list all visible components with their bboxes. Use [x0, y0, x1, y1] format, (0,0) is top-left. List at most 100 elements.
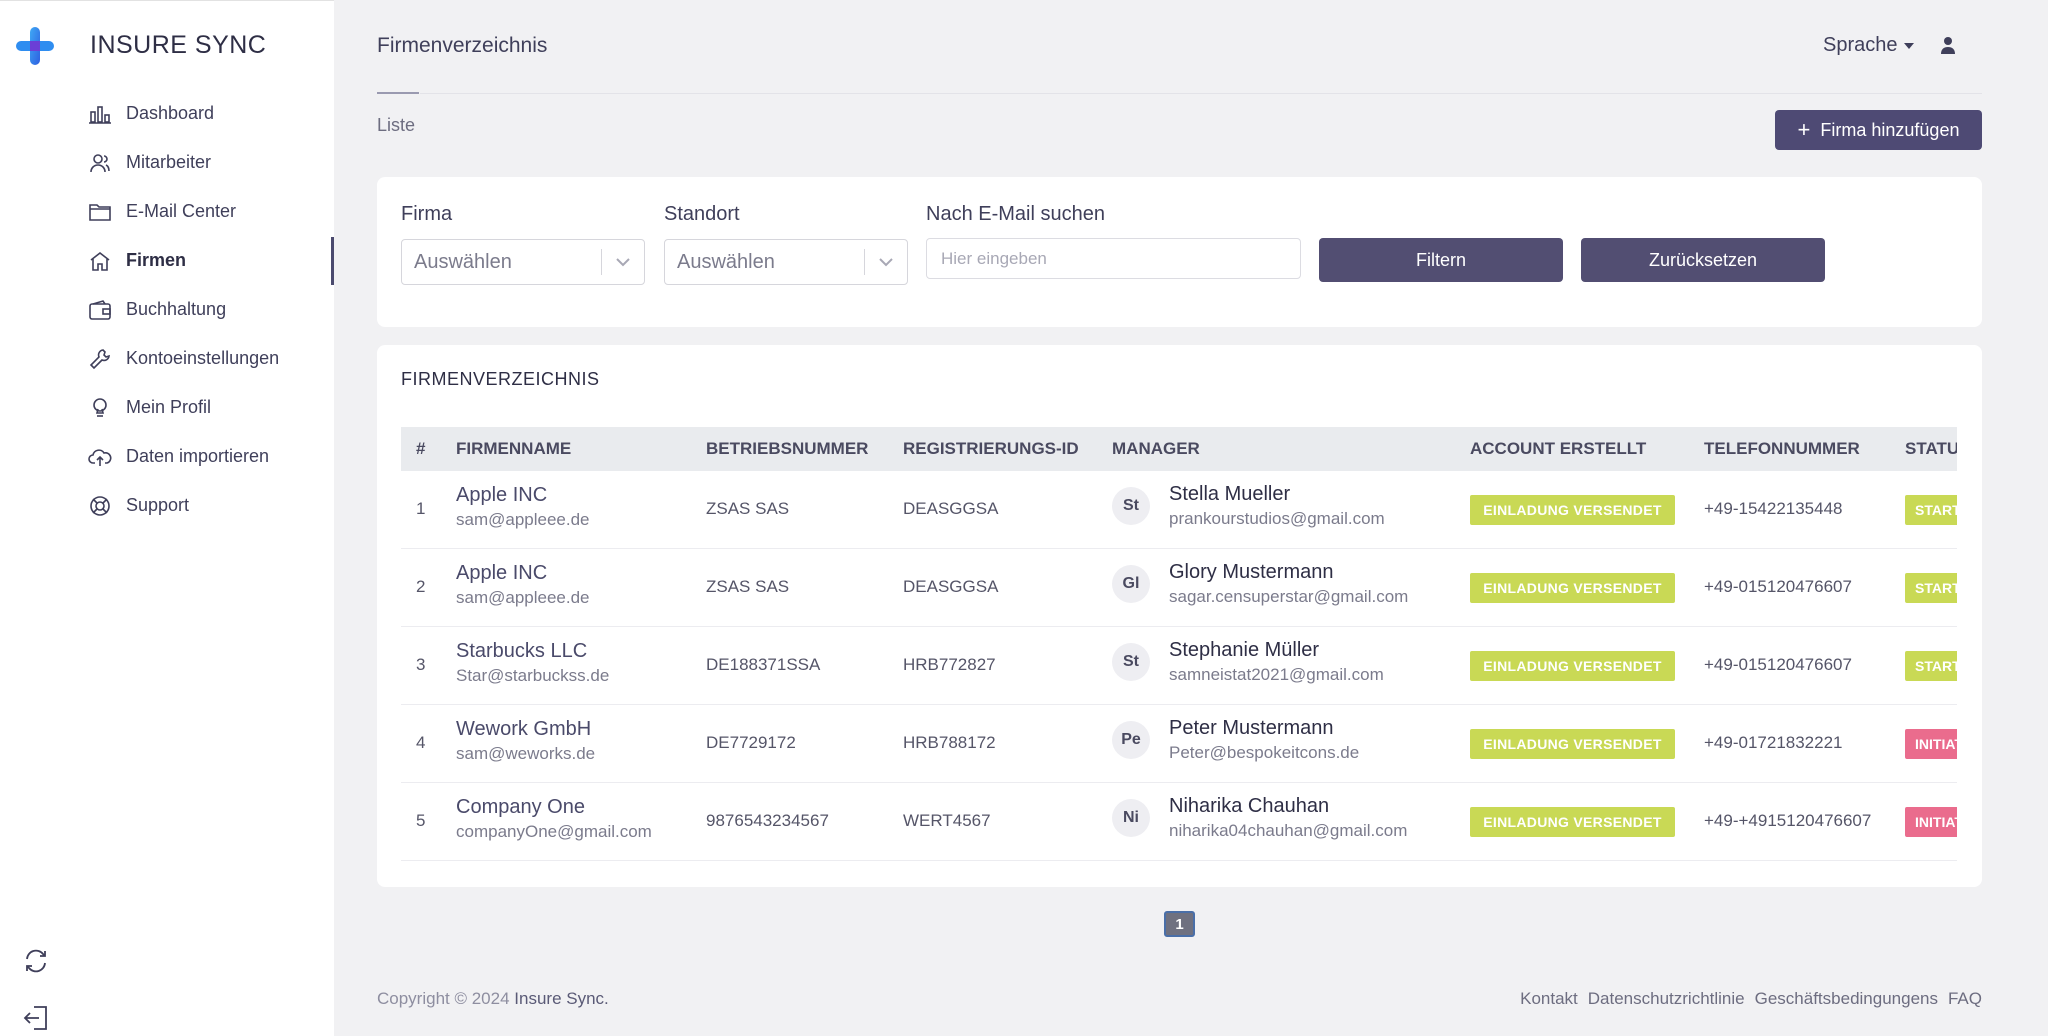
row-number: 5: [416, 811, 426, 830]
firm-name[interactable]: Company One: [456, 796, 585, 818]
firm-name[interactable]: Starbucks LLC: [456, 640, 588, 662]
firm-cell: Apple INC sam@appleee.de: [456, 484, 590, 530]
sidebar-item-label: E-Mail Center: [126, 201, 237, 221]
manager-cell: St Stephanie Müller samneistat2021@gmail…: [1112, 639, 1384, 685]
sidebar-item-mitarbeiter[interactable]: Mitarbeiter: [88, 138, 279, 187]
column-header[interactable]: STATUS: [1905, 439, 1957, 458]
footer-link-datenschutz[interactable]: Datenschutzrichtlinie: [1587, 989, 1745, 1008]
sidebar-item-firmen[interactable]: Firmen: [88, 236, 279, 285]
betriebsnummer: 9876543234567: [706, 811, 829, 830]
manager-email: Peter@bespokeitcons.de: [1169, 743, 1360, 762]
betriebsnummer: ZSAS SAS: [706, 499, 790, 518]
firma-select-value: Auswählen: [414, 250, 512, 273]
table-row[interactable]: 3 Starbucks LLC Star@starbuckss.de DE188…: [401, 627, 1957, 705]
wrench-icon: [88, 347, 112, 371]
betriebsnummer: DE188371SSA: [706, 655, 821, 674]
refresh-icon[interactable]: [22, 947, 50, 980]
column-header[interactable]: MANAGER: [1112, 439, 1200, 458]
standort-select[interactable]: Auswählen: [664, 239, 908, 285]
betriebsnummer: ZSAS SAS: [706, 577, 790, 596]
user-icon[interactable]: [1941, 36, 1955, 59]
column-header[interactable]: ACCOUNT ERSTELLT: [1470, 439, 1647, 458]
account-status-badge: EINLADUNG VERSENDET: [1470, 495, 1675, 525]
registrierungs-id: HRB772827: [903, 655, 996, 674]
logout-icon[interactable]: [22, 1004, 50, 1036]
sidebar-item-dashboard[interactable]: Dashboard: [88, 89, 279, 138]
row-number: 2: [416, 577, 426, 596]
column-header[interactable]: BETRIEBSNUMMER: [706, 439, 869, 458]
account-status-badge: EINLADUNG VERSENDET: [1470, 729, 1675, 759]
manager-name: Glory Mustermann: [1169, 561, 1334, 583]
firm-name[interactable]: Apple INC: [456, 562, 548, 584]
sidebar-item-email-center[interactable]: E-Mail Center: [88, 187, 279, 236]
manager-name: Niharika Chauhan: [1169, 795, 1330, 817]
footer-link-kontakt[interactable]: Kontakt: [1520, 989, 1578, 1008]
logo: [14, 25, 56, 67]
language-label: Sprache: [1823, 34, 1898, 56]
sidebar-nav: Dashboard Mitarbeiter E-Mail Center Firm…: [88, 89, 279, 530]
caret-down-icon: [1903, 42, 1914, 49]
email-search-input[interactable]: [926, 238, 1301, 279]
row-number: 4: [416, 733, 426, 752]
manager-name: Peter Mustermann: [1169, 717, 1334, 739]
betriebsnummer: DE7729172: [706, 733, 796, 752]
manager-cell: St Stella Mueller prankourstudios@gmail.…: [1112, 483, 1385, 529]
registrierungs-id: HRB788172: [903, 733, 996, 752]
manager-email: prankourstudios@gmail.com: [1169, 509, 1385, 528]
manager-email: niharika04chauhan@gmail.com: [1169, 821, 1408, 840]
pagination-page-1[interactable]: 1: [1164, 911, 1195, 937]
footer-brand-link[interactable]: Insure Sync.: [514, 989, 609, 1008]
firm-cell: Company One companyOne@gmail.com: [456, 796, 652, 842]
column-header[interactable]: TELEFONNUMMER: [1704, 439, 1860, 458]
bar-chart-icon: [88, 102, 112, 126]
reset-button[interactable]: Zurücksetzen: [1581, 238, 1825, 282]
firm-email: sam@appleee.de: [456, 510, 590, 529]
filter-button[interactable]: Filtern: [1319, 238, 1563, 282]
sidebar-item-label: Buchhaltung: [126, 299, 227, 319]
firma-select[interactable]: Auswählen: [401, 239, 645, 285]
footer-link-agb[interactable]: Geschäftsbedingungens: [1754, 989, 1938, 1008]
title-underline: [377, 92, 419, 94]
sidebar-item-mein-profil[interactable]: Mein Profil: [88, 383, 279, 432]
companies-table[interactable]: # FIRMENNAME BETRIEBSNUMMER REGISTRIERUN…: [401, 427, 1957, 863]
profile-icon: [88, 396, 112, 420]
phone-number: +49-+4915120476607: [1704, 811, 1872, 830]
avatar: Gl: [1112, 565, 1150, 603]
manager-email: samneistat2021@gmail.com: [1169, 665, 1384, 684]
table-row[interactable]: 2 Apple INC sam@appleee.de ZSAS SAS DEAS…: [401, 549, 1957, 627]
table-row[interactable]: 1 Apple INC sam@appleee.de ZSAS SAS DEAS…: [401, 471, 1957, 549]
row-number: 3: [416, 655, 426, 674]
standort-select-value: Auswählen: [677, 250, 775, 273]
language-dropdown[interactable]: Sprache: [1823, 34, 1914, 57]
breadcrumb: Liste: [377, 115, 416, 135]
sidebar-item-buchhaltung[interactable]: Buchhaltung: [88, 285, 279, 334]
add-firma-label: Firma hinzufügen: [1820, 119, 1960, 140]
footer-link-faq[interactable]: FAQ: [1947, 989, 1982, 1008]
chevron-down-icon: [865, 257, 907, 267]
cloud-upload-icon: [88, 445, 112, 469]
email-search-label: Nach E-Mail suchen: [926, 203, 1105, 225]
sidebar-item-kontoeinstellungen[interactable]: Kontoeinstellungen: [88, 334, 279, 383]
chevron-down-icon: [602, 257, 644, 267]
sidebar-item-label: Daten importieren: [126, 446, 270, 466]
firm-email: Star@starbuckss.de: [456, 666, 610, 685]
add-firma-button[interactable]: + Firma hinzufügen: [1775, 110, 1982, 150]
firm-name[interactable]: Apple INC: [456, 484, 548, 506]
table-row[interactable]: 5 Company One companyOne@gmail.com 98765…: [401, 783, 1957, 861]
column-header[interactable]: REGISTRIERUNGS-ID: [903, 439, 1079, 458]
wallet-icon: [88, 298, 112, 322]
sidebar-item-label: Firmen: [126, 250, 187, 270]
header-divider: [420, 93, 1982, 94]
standort-label: Standort: [664, 203, 740, 225]
column-header[interactable]: FIRMENNAME: [456, 439, 572, 458]
firm-name[interactable]: Wework GmbH: [456, 718, 592, 740]
avatar: Pe: [1112, 721, 1150, 759]
sidebar-item-daten-importieren[interactable]: Daten importieren: [88, 432, 279, 481]
firm-email: companyOne@gmail.com: [456, 822, 652, 841]
manager-name: Stella Mueller: [1169, 483, 1291, 505]
manager-email: sagar.censuperstar@gmail.com: [1169, 587, 1409, 606]
sidebar: INSURE SYNC Dashboard Mitarbeiter E-Mail…: [0, 0, 334, 1036]
footer-links: Kontakt Datenschutzrichtlinie Geschäftsb…: [1520, 989, 1982, 1009]
sidebar-item-support[interactable]: Support: [88, 481, 279, 530]
table-row[interactable]: 4 Wework GmbH sam@weworks.de DE7729172 H…: [401, 705, 1957, 783]
